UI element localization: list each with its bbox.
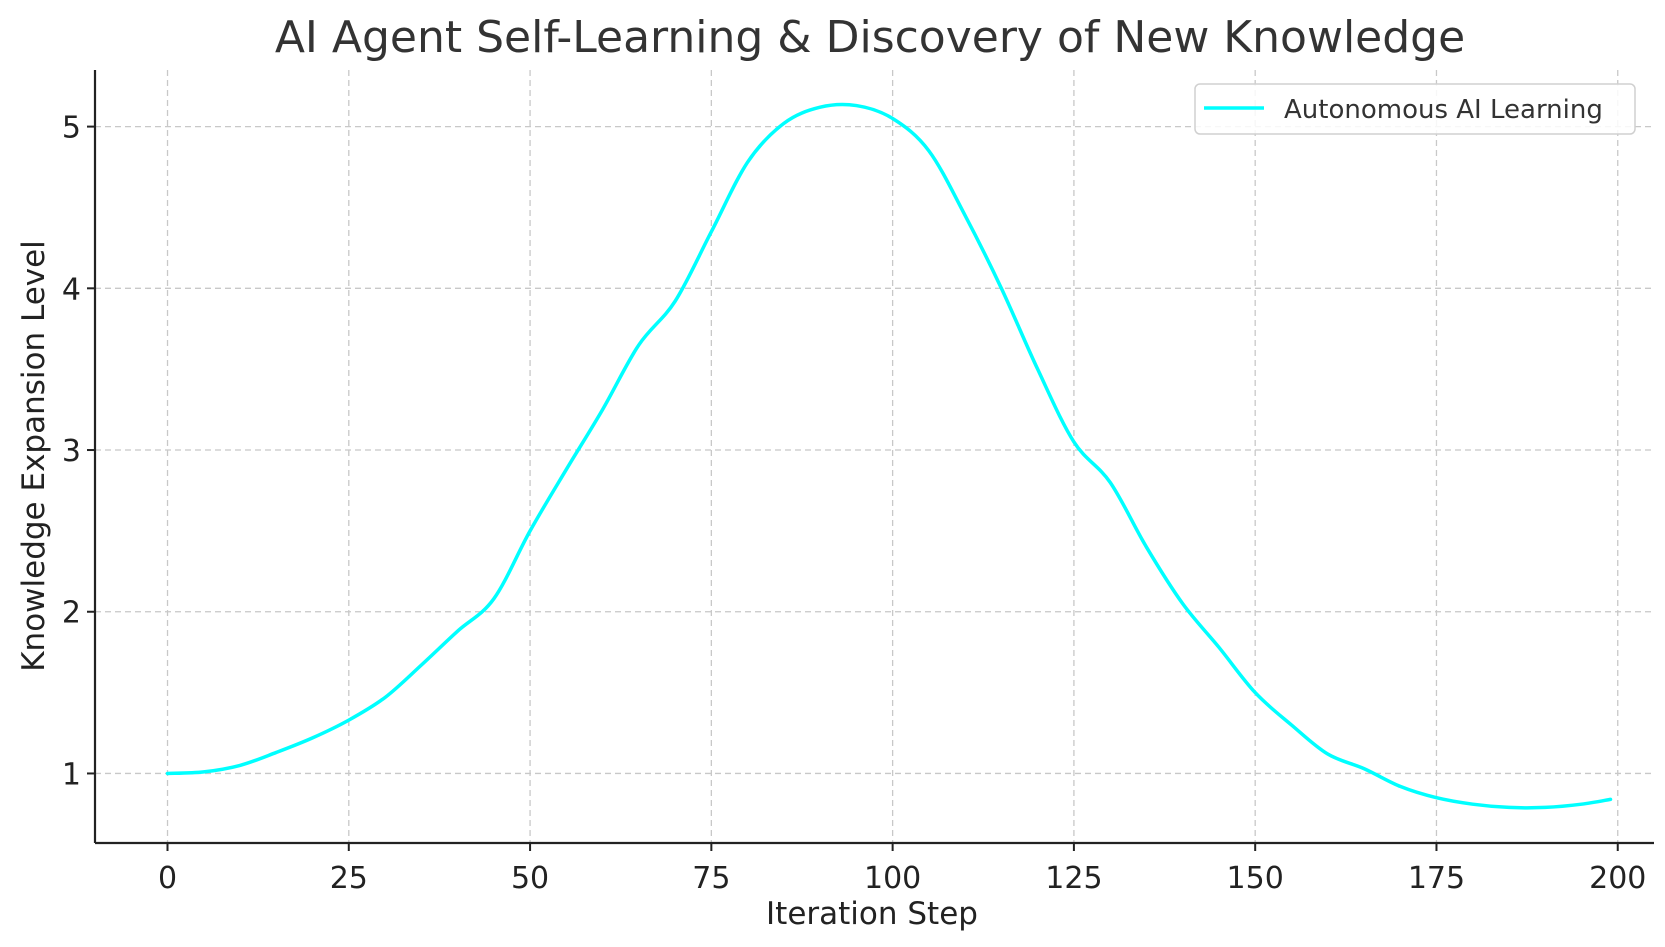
y-tick-label: 4: [62, 272, 81, 307]
x-tick-label: 25: [330, 861, 368, 896]
x-tick-label: 150: [1227, 861, 1284, 896]
x-tick-label: 175: [1408, 861, 1465, 896]
y-gridlines: [95, 125, 1654, 775]
x-axis-label: Iteration Step: [766, 896, 978, 932]
y-axis-label: Knowledge Expansion Level: [16, 240, 52, 672]
x-tick-label: 100: [864, 861, 921, 896]
y-tick-label: 2: [62, 596, 81, 631]
series-lines: [165, 102, 1613, 810]
legend-label: Autonomous AI Learning: [1284, 95, 1603, 125]
x-gridlines: [166, 70, 1619, 843]
x-tick-label: 0: [158, 861, 177, 896]
x-tick-label: 200: [1589, 861, 1646, 896]
y-axis-ticks: 1 2 3 4 5: [62, 111, 95, 792]
chart-title: AI Agent Self-Learning & Discovery of Ne…: [275, 12, 1465, 63]
legend-box: [1194, 83, 1636, 135]
y-tick-label: 1: [62, 757, 81, 792]
x-tick-label: 50: [511, 861, 549, 896]
series-line-autonomous-ai-learning: [165, 102, 1613, 810]
legend: Autonomous AI Learning: [1194, 83, 1636, 135]
axis-spines: [93, 70, 1654, 845]
x-tick-label: 75: [692, 861, 730, 896]
y-tick-label: 3: [62, 434, 81, 469]
x-tick-label: 125: [1045, 861, 1102, 896]
x-axis-ticks: 0 25 50 75 100 125 150 175 200: [158, 843, 1646, 896]
y-tick-label: 5: [62, 111, 81, 146]
